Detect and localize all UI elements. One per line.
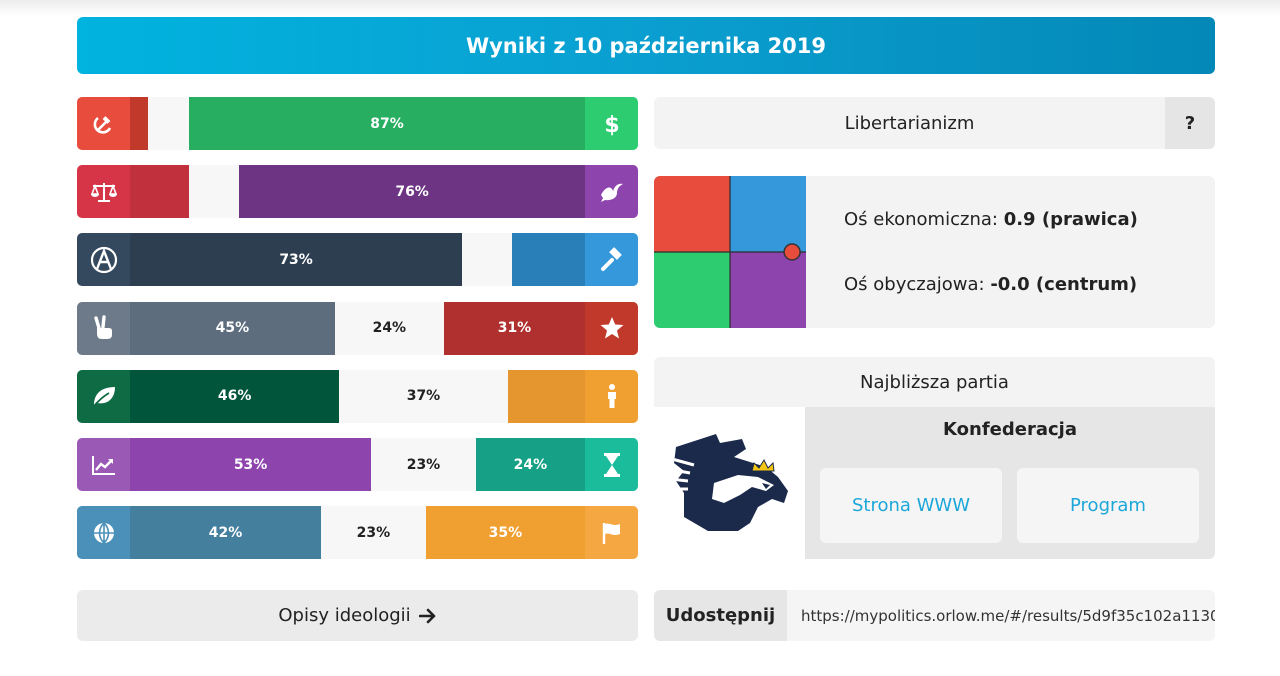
axis-bar-segment xyxy=(130,97,149,150)
party-program-label: Program xyxy=(1070,495,1146,516)
arrow-right-icon xyxy=(418,608,435,623)
top-shade xyxy=(0,0,1280,16)
compass-quadrant-libertarian-left xyxy=(654,252,730,328)
axis-bar-segments: 76% xyxy=(130,165,585,219)
globe-icon xyxy=(77,506,130,560)
compass-quadrant-authoritarian-right xyxy=(730,176,806,252)
axis-bar-segment: 35% xyxy=(425,506,585,560)
axis-bar-segments: 73% xyxy=(130,233,585,287)
results-title: Wyniki z 10 października 2019 xyxy=(465,33,827,58)
party-program-button[interactable]: Program xyxy=(1017,468,1199,543)
party-details: Konfederacja Strona WWW Program xyxy=(805,407,1215,559)
axis-bar-segment: 24% xyxy=(475,438,585,491)
axis-bar-segments: 87% xyxy=(130,97,585,150)
axis-bar-segment: 87% xyxy=(189,97,585,150)
axis-bar-segment: 23% xyxy=(371,438,476,491)
social-axis-value: -0.0 (centrum) xyxy=(990,274,1138,295)
axis-bar-segments: 46% 37% xyxy=(130,369,585,423)
axis-bar-segment: 53% xyxy=(130,438,372,491)
chart-line-icon xyxy=(77,438,130,491)
party-website-button[interactable]: Strona WWW xyxy=(820,468,1002,543)
axis-bar-segment: 76% xyxy=(239,165,585,219)
axis-bar-segment: 23% xyxy=(321,506,426,560)
compass-result-marker xyxy=(783,243,801,261)
party-name: Konfederacja xyxy=(943,419,1077,440)
closest-party-title: Najbliższa partia xyxy=(860,371,1009,393)
economic-axis-label: Oś ekonomiczna: xyxy=(844,209,998,230)
axis-bar-segment: 31% xyxy=(443,301,585,355)
dollar-icon: $ xyxy=(585,97,638,150)
axis-bar-segments: 53% 23% 24% xyxy=(130,438,585,491)
axis-bar-segment: 46% xyxy=(130,369,340,423)
ideology-name: Libertarianizm xyxy=(844,112,975,134)
economic-axis-result: Oś ekonomiczna: 0.9 (prawica) xyxy=(844,209,1138,230)
axis-bar-segment xyxy=(512,233,585,287)
axis-bar: 46% 37% xyxy=(77,369,638,423)
help-icon: ? xyxy=(1184,112,1196,134)
axis-bar-segment: 37% xyxy=(339,369,508,423)
axis-bar-segment xyxy=(462,233,513,287)
person-icon xyxy=(585,369,638,423)
economic-axis-value: 0.9 (prawica) xyxy=(1003,209,1138,230)
gavel-icon xyxy=(585,233,638,287)
ideology-help-button[interactable]: ? xyxy=(1165,97,1215,149)
leaf-icon xyxy=(77,369,130,423)
hammer-sickle-icon xyxy=(77,97,130,150)
ideology-descriptions-label: Opisy ideologii xyxy=(278,605,411,626)
social-axis-label: Oś obyczajowa: xyxy=(844,274,985,295)
axis-bar-segments: 45% 24% 31% xyxy=(130,301,585,355)
compass-chart xyxy=(654,176,806,328)
axis-bar-segment: 73% xyxy=(130,233,463,287)
share-url-field[interactable]: https://mypolitics.orlow.me/#/results/5d… xyxy=(801,606,1215,625)
axis-bar-segment: 24% xyxy=(334,301,444,355)
axis-bar-segment xyxy=(507,369,585,423)
svg-text:$: $ xyxy=(604,113,619,137)
share-box: Udostępnij https://mypolitics.orlow.me/#… xyxy=(654,590,1215,641)
compass-quadrant-authoritarian-left xyxy=(654,176,730,252)
ideology-descriptions-button[interactable]: Opisy ideologii xyxy=(77,590,638,641)
results-header: Wyniki z 10 października 2019 xyxy=(77,17,1215,74)
axis-bar: 73% xyxy=(77,233,638,287)
party-logo xyxy=(654,407,805,559)
axis-bar-segment: 42% xyxy=(130,506,322,560)
axis-bar-segment xyxy=(189,165,240,219)
star-icon xyxy=(585,301,638,355)
axis-bar: 87% $ xyxy=(77,97,638,150)
axis-bar-segment: 45% xyxy=(130,301,335,355)
share-label: Udostępnij xyxy=(654,590,787,641)
axis-bar: 42% 23% 35% xyxy=(77,506,638,560)
axis-bar: 76% xyxy=(77,165,638,219)
axis-bar-segment xyxy=(130,165,190,219)
party-website-label: Strona WWW xyxy=(851,495,971,516)
axis-bar-segment xyxy=(148,97,190,150)
anarchy-icon xyxy=(77,233,130,287)
ideology-card: Libertarianizm ? xyxy=(654,97,1215,149)
axis-bar: 45% 24% 31% xyxy=(77,301,638,355)
scales-icon xyxy=(77,165,130,219)
peace-hand-icon xyxy=(77,301,130,355)
flag-icon xyxy=(585,506,638,560)
social-axis-result: Oś obyczajowa: -0.0 (centrum) xyxy=(844,274,1138,295)
compass-quadrant-libertarian-right xyxy=(730,252,806,328)
hourglass-icon xyxy=(585,438,638,491)
political-compass-card: Oś ekonomiczna: 0.9 (prawica) Oś obyczaj… xyxy=(654,176,1215,328)
axis-bar-segments: 42% 23% 35% xyxy=(130,506,585,560)
axis-bar: 53% 23% 24% xyxy=(77,438,638,491)
closest-party-card: Najbliższa partia Konfederacja Strona WW… xyxy=(654,357,1215,559)
dove-icon xyxy=(585,165,638,219)
eagle-logo-icon xyxy=(667,434,788,531)
